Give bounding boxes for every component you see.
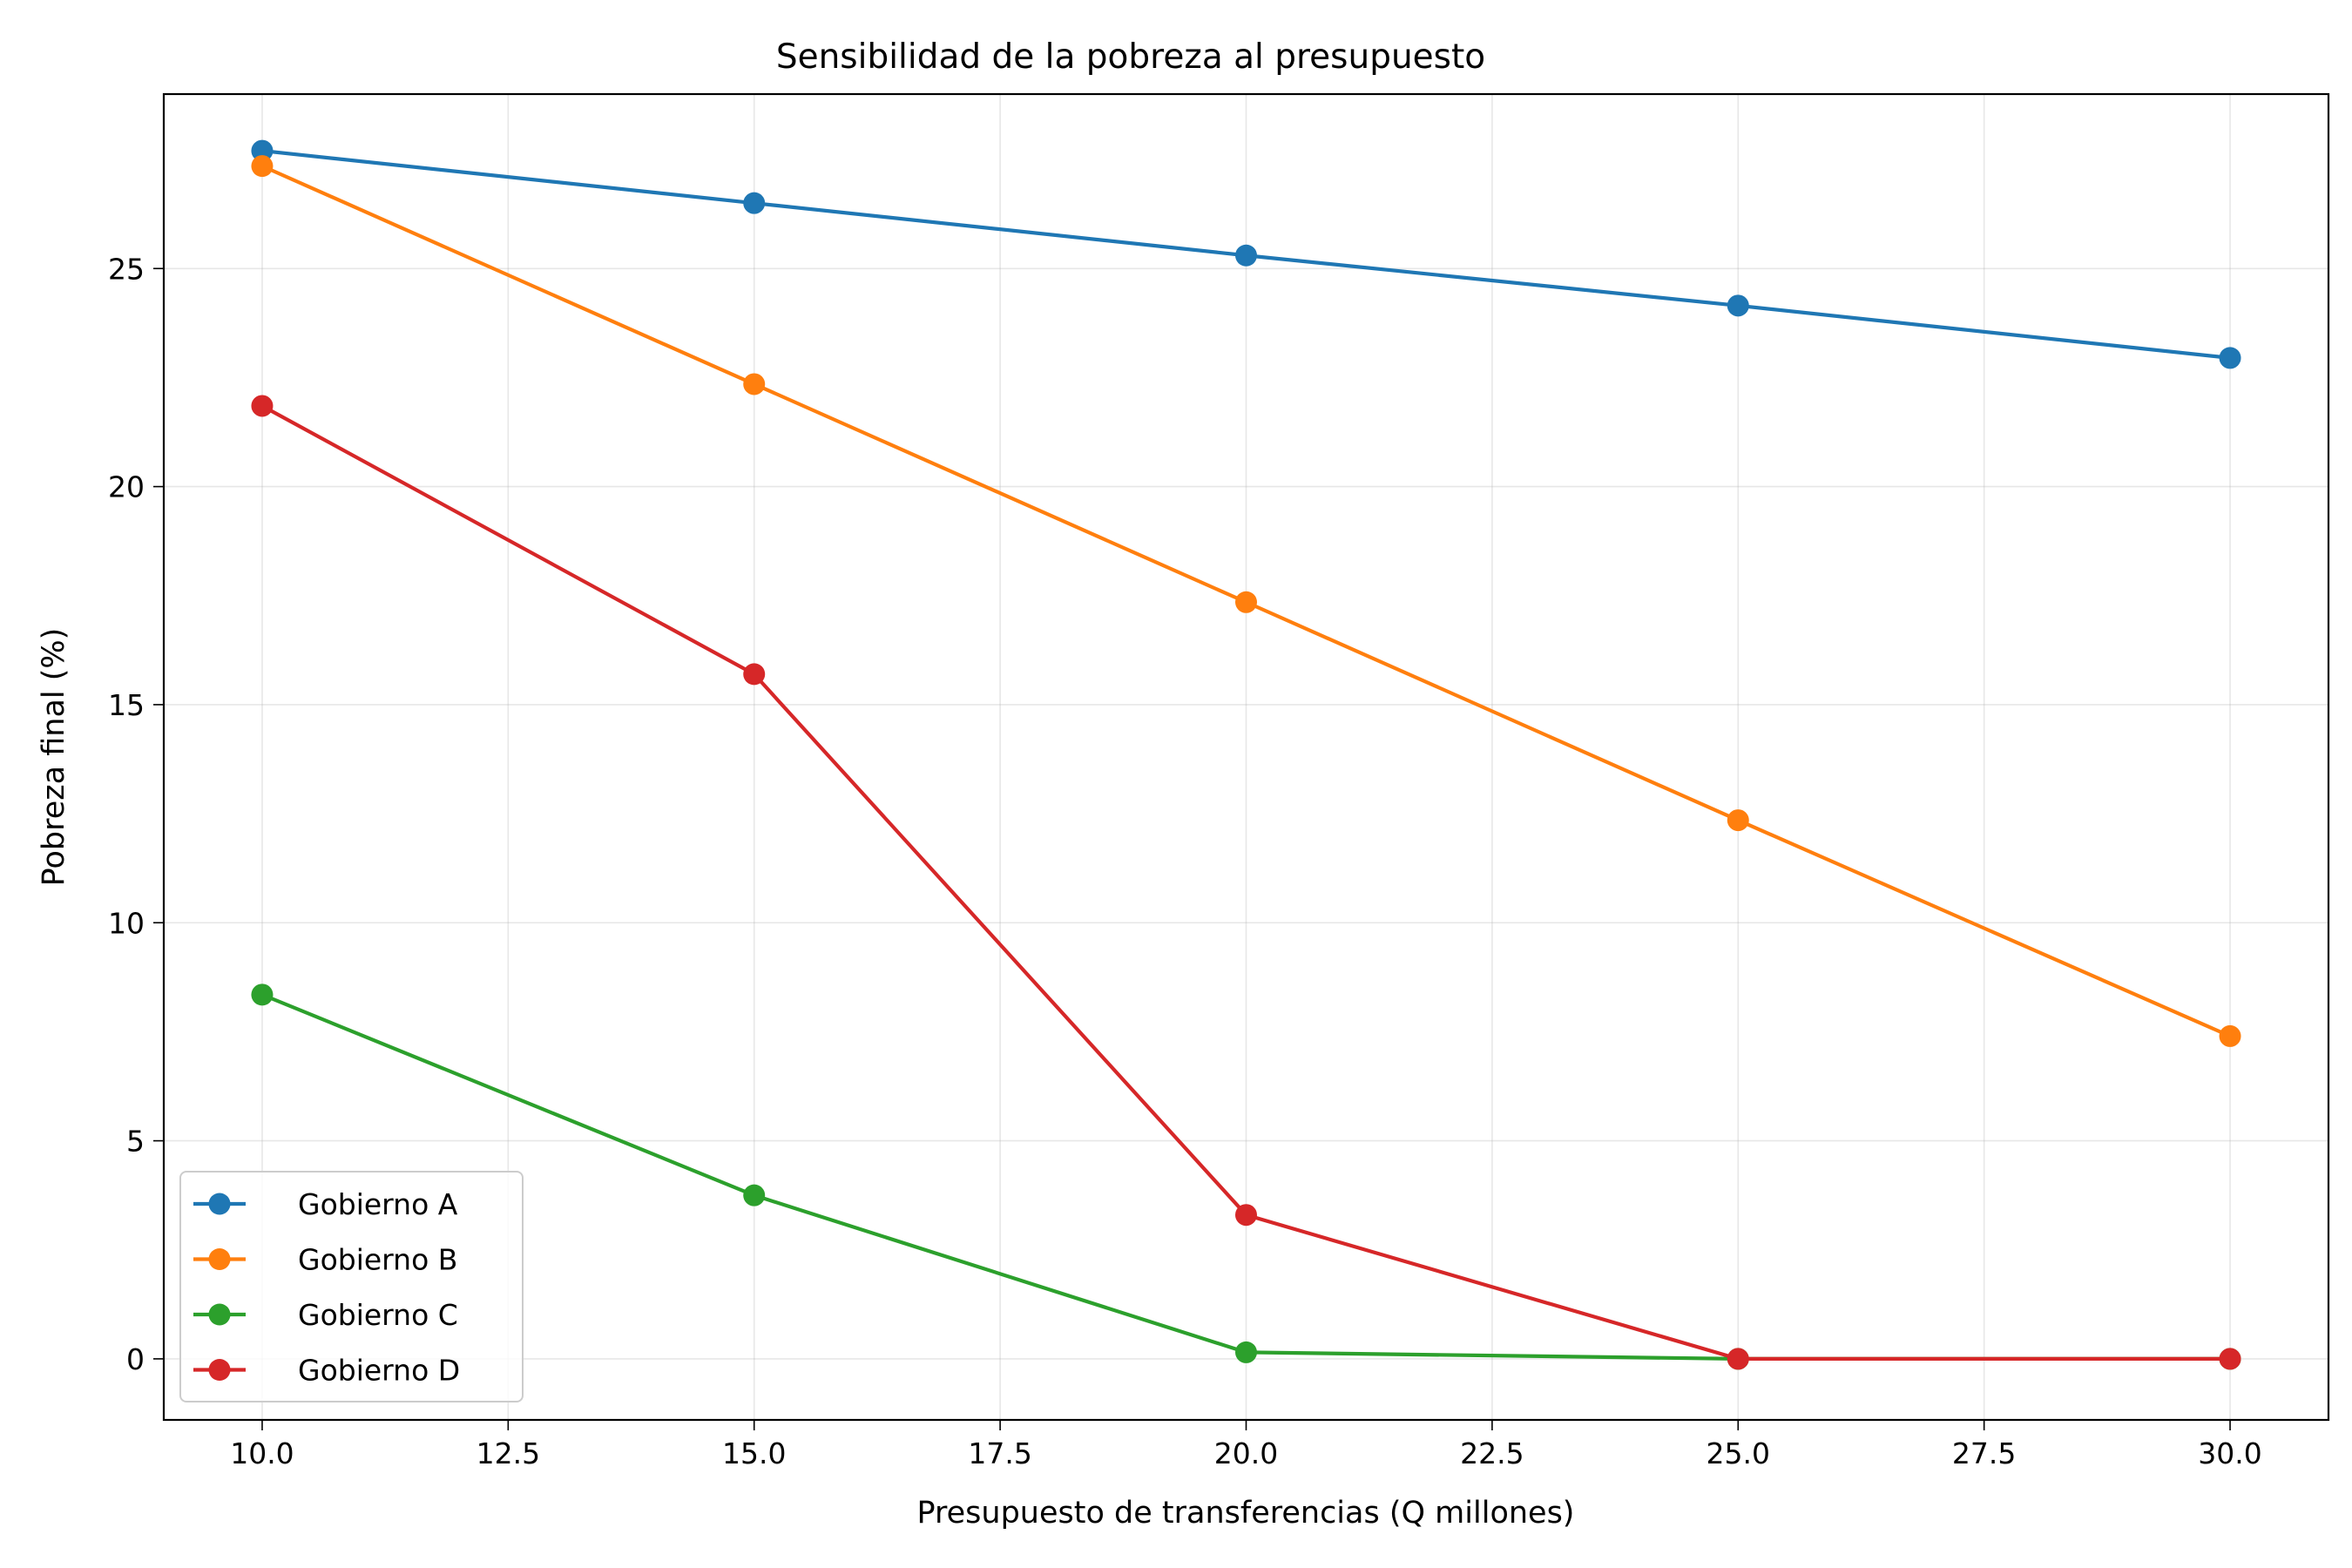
legend-swatch-marker [208, 1359, 231, 1381]
legend-label: Gobierno A [298, 1187, 458, 1221]
legend-item: Gobierno D [193, 1354, 460, 1388]
legend-label: Gobierno B [298, 1243, 457, 1277]
data-point [1727, 294, 1749, 317]
data-point [2219, 1348, 2241, 1370]
series-gobierno-d [251, 395, 2241, 1370]
y-tick-label: 5 [126, 1125, 145, 1159]
series-gobierno-b [251, 155, 2241, 1047]
legend-box [179, 1171, 524, 1402]
x-axis-label: Presupuesto de transferencias (Q millone… [917, 1496, 1575, 1531]
data-point [1235, 1204, 1257, 1227]
y-tick-label: 10 [108, 906, 145, 940]
x-tick-label: 12.5 [476, 1436, 540, 1470]
y-tick-label: 0 [126, 1342, 145, 1376]
chart-title: Sensibilidad de la pobreza al presupuest… [776, 37, 1485, 77]
x-tick-label: 15.0 [722, 1436, 786, 1470]
legend: Gobierno A Gobierno B Gobierno C Gobierno D [179, 1171, 524, 1402]
data-point [2219, 347, 2241, 369]
data-point [743, 373, 766, 395]
y-tick-label: 20 [108, 470, 145, 504]
x-tick-label: 25.0 [1707, 1436, 1770, 1470]
x-tick-label: 22.5 [1460, 1436, 1524, 1470]
data-point [1235, 1341, 1257, 1363]
legend-item: Gobierno A [193, 1187, 458, 1221]
legend-item: Gobierno B [193, 1243, 457, 1277]
x-tick-label: 27.5 [1952, 1436, 2016, 1470]
legend-swatch-marker [208, 1303, 231, 1326]
x-tick-label: 30.0 [2198, 1436, 2261, 1470]
x-tick-label: 17.5 [968, 1436, 1031, 1470]
legend-swatch-marker [208, 1248, 231, 1270]
data-point [1727, 1348, 1749, 1370]
data-point [743, 663, 766, 686]
y-axis-label: Pobreza final (%) [37, 628, 71, 887]
x-tick-label: 10.0 [230, 1436, 294, 1470]
legend-label: Gobierno C [298, 1298, 458, 1332]
data-point [251, 395, 274, 417]
series-gobierno-a [251, 139, 2241, 369]
legend-label: Gobierno D [298, 1354, 460, 1388]
legend-swatch-marker [208, 1193, 231, 1215]
legend-item: Gobierno C [193, 1298, 458, 1332]
series-group [251, 139, 2241, 1370]
y-axis-ticks: 0 5 10 15 20 25 [108, 252, 164, 1376]
y-tick-label: 15 [108, 688, 145, 722]
data-point [251, 983, 274, 1006]
data-point [251, 155, 274, 178]
data-point [1235, 591, 1257, 613]
x-tick-label: 20.0 [1214, 1436, 1278, 1470]
x-axis-ticks: 10.0 12.5 15.0 17.5 20.0 22.5 25.0 27.5 30.0 [230, 1420, 2262, 1470]
data-point [743, 1184, 766, 1206]
data-point [251, 139, 274, 162]
data-point [2219, 1024, 2241, 1047]
data-point [1727, 809, 1749, 832]
data-point [1235, 244, 1257, 267]
y-tick-label: 25 [108, 252, 145, 286]
data-point [743, 192, 766, 214]
